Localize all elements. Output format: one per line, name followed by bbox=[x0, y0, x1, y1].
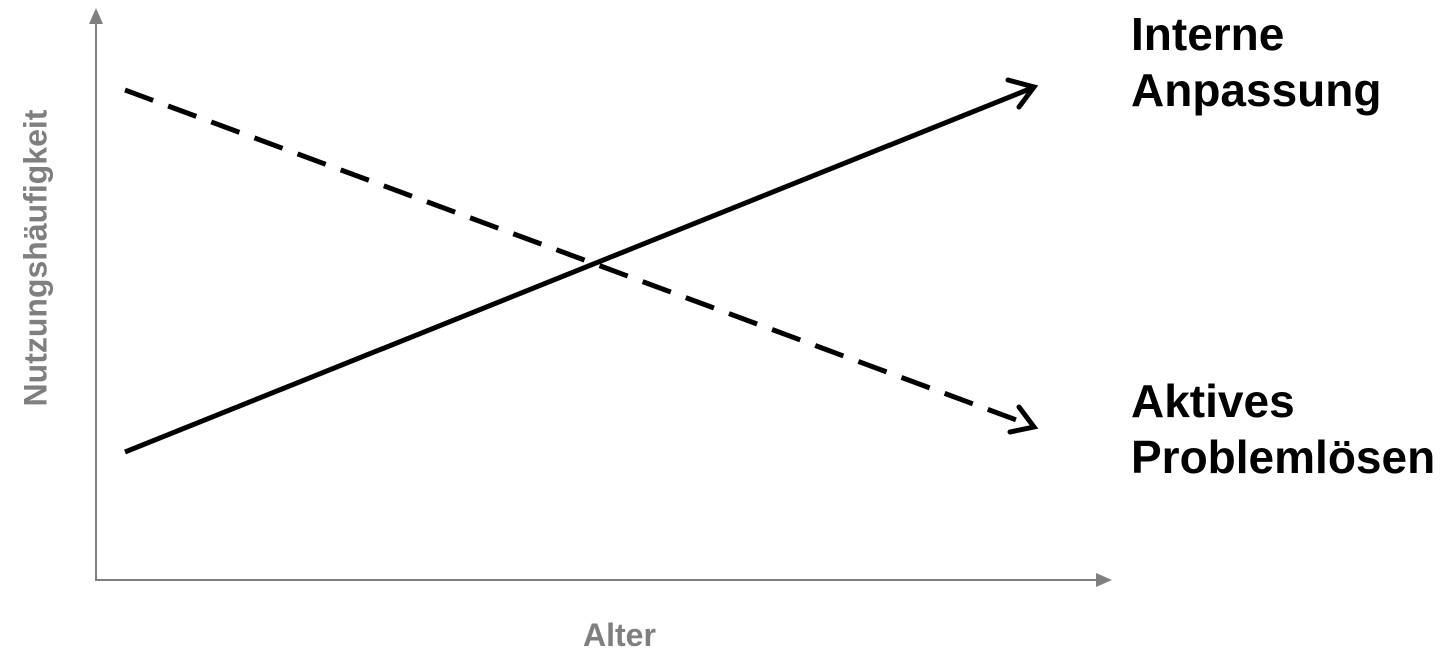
series-label-aktives-problemloesen: Aktives Problemlösen bbox=[1131, 373, 1435, 485]
y-axis-arrowhead bbox=[89, 8, 103, 24]
series-label-line2: Anpassung bbox=[1131, 64, 1382, 116]
series-label-line1: Aktives bbox=[1131, 375, 1295, 427]
series-label-line1: Interne bbox=[1131, 8, 1285, 60]
series-label-line2: Problemlösen bbox=[1131, 431, 1436, 483]
x-axis-arrowhead bbox=[1096, 573, 1112, 587]
x-axis-label: Alter bbox=[583, 617, 656, 653]
arrowhead-aktives-problemloesen bbox=[1007, 404, 1039, 435]
arrowhead-interne-anpassung bbox=[1005, 77, 1039, 110]
y-axis-label: Nutzungshäufigkeit bbox=[17, 109, 54, 407]
line-aktives-problemloesen bbox=[124, 87, 1031, 428]
series-label-interne-anpassung: Interne Anpassung bbox=[1131, 6, 1381, 118]
line-interne-anpassung bbox=[124, 85, 1033, 455]
